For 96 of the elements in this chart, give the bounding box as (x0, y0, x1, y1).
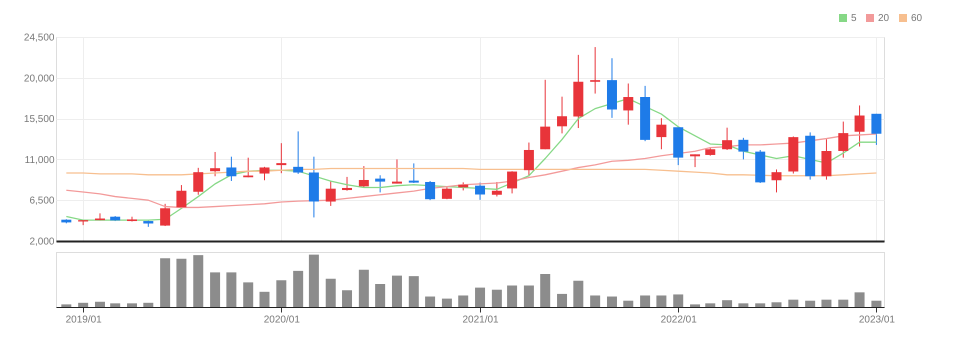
bar (722, 300, 732, 307)
bar (507, 286, 518, 307)
bar (176, 258, 186, 307)
candlestick (176, 184, 186, 208)
y-tick-label: 24,500 (24, 32, 55, 44)
candlestick (838, 121, 848, 158)
bar (160, 258, 170, 307)
candlestick (160, 203, 170, 227)
bar (293, 270, 304, 307)
bar (342, 290, 352, 307)
y-tick-label: 15,500 (24, 114, 55, 126)
bar (755, 303, 766, 307)
candlestick (656, 118, 666, 150)
candlestick (507, 170, 518, 194)
candlestick (193, 167, 204, 196)
bar (326, 278, 336, 307)
bar (308, 254, 319, 307)
bar (788, 300, 798, 307)
bar (425, 296, 436, 307)
bar (854, 292, 865, 307)
bar (640, 295, 650, 307)
candlestick (722, 127, 732, 150)
bar (442, 298, 452, 307)
bar (838, 300, 848, 307)
y-tick-label: 20,000 (24, 73, 55, 84)
bar (210, 272, 220, 307)
bar (110, 303, 120, 307)
bar (458, 295, 468, 307)
bar (276, 280, 286, 307)
candlestick (375, 174, 386, 193)
candlestick (690, 154, 700, 168)
bar (771, 302, 782, 307)
candlestick (771, 168, 782, 193)
candlestick (524, 142, 534, 177)
candlestick (623, 83, 634, 126)
candlestick (408, 162, 419, 184)
bar (127, 303, 138, 307)
bar (475, 288, 486, 307)
y-tick-label: 11,000 (24, 154, 55, 166)
bar (606, 296, 617, 307)
x-tick-label: 2020/01 (264, 314, 300, 326)
candlestick (342, 176, 352, 192)
bar (821, 300, 832, 307)
candlestick (871, 113, 882, 146)
bar (557, 294, 568, 307)
candlestick (738, 137, 748, 160)
candlestick (276, 142, 286, 174)
x-tick-label: 2021/01 (462, 314, 500, 326)
x-tick-label: 2023/01 (858, 314, 896, 326)
candlestick (590, 46, 600, 94)
legend-label: 5 (851, 13, 857, 24)
candlestick (492, 181, 502, 197)
bar (738, 303, 748, 307)
candlestick (557, 96, 568, 134)
candlestick (293, 130, 304, 174)
candlestick (540, 79, 550, 150)
bar (243, 282, 254, 307)
x-tick-label: 2022/01 (660, 314, 698, 326)
bar (358, 270, 369, 307)
bar (392, 276, 402, 307)
bar (705, 303, 716, 307)
candlestick (226, 156, 236, 182)
bar (524, 286, 534, 307)
bar (193, 255, 204, 307)
bar (94, 302, 105, 307)
bar (673, 294, 684, 307)
bar (259, 292, 270, 307)
candlestick (854, 104, 865, 148)
bar (408, 276, 419, 307)
candlestick (475, 182, 486, 200)
candlestick (210, 151, 220, 177)
bar (590, 295, 600, 307)
candlestick (392, 158, 402, 184)
bar (623, 300, 634, 307)
bar (573, 280, 584, 307)
bar (143, 302, 154, 307)
bar (871, 300, 882, 307)
candlestick (358, 166, 369, 188)
bar (805, 300, 816, 307)
bar (690, 304, 700, 307)
candlestick (259, 166, 270, 181)
bar (226, 272, 236, 307)
bar (61, 304, 72, 307)
bar (656, 295, 666, 307)
bar (492, 290, 502, 307)
candlestick (326, 180, 336, 206)
legend-label: 20 (878, 13, 890, 24)
candlestick (425, 180, 436, 201)
bar (78, 302, 88, 307)
candlestick (243, 157, 254, 178)
legend-label: 60 (911, 13, 923, 24)
bar (540, 274, 550, 307)
y-tick-label: 2,000 (29, 236, 55, 248)
y-tick-label: 6,500 (29, 196, 55, 207)
bar (375, 284, 386, 307)
x-tick-label: 2019/01 (66, 314, 102, 326)
